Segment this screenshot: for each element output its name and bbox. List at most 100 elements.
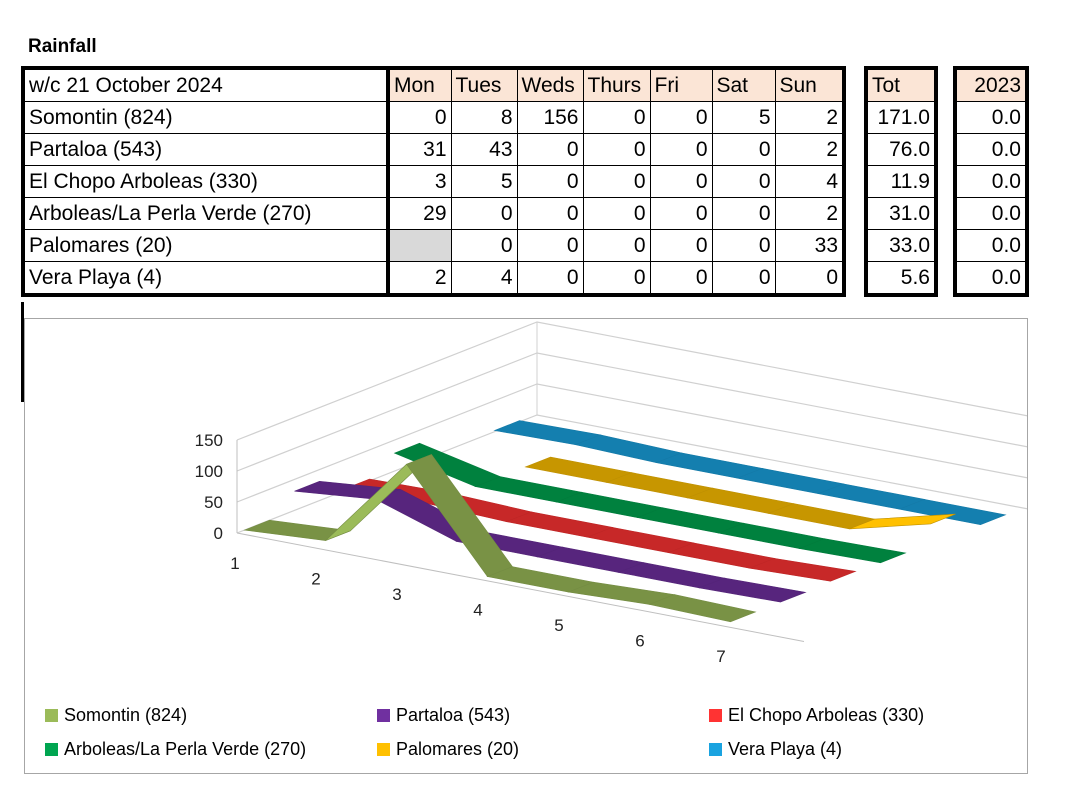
total-value: 31.0: [864, 197, 938, 230]
legend-swatch: [709, 709, 722, 722]
rain-value: 0: [711, 229, 776, 262]
legend-item: Palomares (20): [377, 739, 519, 760]
x-tick-label: 5: [554, 616, 563, 635]
total-table: Tot 171.0 76.0 11.9 31.0 33.0 5.6: [864, 66, 938, 297]
ribbon-segment: [798, 538, 907, 564]
x-tick-label: 6: [635, 632, 644, 651]
total-value: 5.6: [864, 261, 938, 297]
tot-row: 31.0: [864, 197, 938, 230]
y-tick-label: 50: [204, 493, 223, 512]
x-tick-label: 7: [716, 647, 725, 666]
legend-item: El Chopo Arboleas (330): [709, 705, 924, 726]
day-header: Fri: [649, 66, 713, 102]
x-tick-label: 1: [230, 554, 239, 573]
rain-value: 156: [516, 101, 584, 134]
x-axis-line: [236, 532, 805, 642]
rain-value: 0: [582, 133, 651, 166]
rain-value: 0: [387, 101, 452, 134]
day-header: Tues: [450, 66, 518, 102]
total-value: 33.0: [864, 229, 938, 262]
day-header: Weds: [516, 66, 584, 102]
legend-label: El Chopo Arboleas (330): [728, 705, 925, 725]
rain-value: 0: [450, 197, 518, 230]
series-ribbon: [493, 420, 1007, 526]
legend-label: Partaloa (543): [396, 705, 511, 725]
table-row: Arboleas/La Perla Verde (270) 29 0 0 0 0 0 2: [21, 197, 846, 230]
rain-value: 0: [450, 229, 518, 262]
ribbon-segment: [748, 558, 857, 582]
legend-item: Somontin (824): [45, 705, 187, 726]
rain-value: 0: [711, 133, 776, 166]
tot-header: Tot: [864, 66, 938, 102]
rain-value: 33: [774, 229, 846, 262]
rainfall-table: w/c 21 October 2024 Mon Tues Weds Thurs Fri Sa…: [21, 66, 846, 297]
rain-value: 0: [516, 261, 584, 297]
series-ribbon: [393, 442, 907, 564]
legend-swatch: [45, 743, 58, 756]
year-row: 0.0: [953, 101, 1029, 134]
rain-value: 0: [649, 101, 713, 134]
rain-value: 43: [450, 133, 518, 166]
year-row: 0.0: [953, 197, 1029, 230]
year-value: 0.0: [953, 261, 1029, 297]
rain-value: 0: [649, 197, 713, 230]
rain-value: 2: [387, 261, 452, 297]
tot-row: 5.6: [864, 261, 938, 297]
rain-value: 0: [516, 133, 584, 166]
legend-item: Vera Playa (4): [709, 739, 842, 760]
rain-value: 8: [450, 101, 518, 134]
gridline: [236, 321, 1027, 441]
total-value: 171.0: [864, 101, 938, 134]
station-name: Partaloa (543): [21, 133, 390, 166]
rain-value: 0: [582, 165, 651, 198]
legend-label: Palomares (20): [396, 739, 520, 759]
rain-value: 2: [774, 101, 846, 134]
rain-value: 3: [387, 165, 452, 198]
year-value: 0.0: [953, 101, 1029, 134]
legend-swatch: [709, 743, 722, 756]
year-value: 0.0: [953, 133, 1029, 166]
year-row: 0.0: [953, 229, 1029, 262]
year-value: 0.0: [953, 165, 1029, 198]
chart-canvas: 0 50 100 150 1 2 3 4 5 6 7: [195, 321, 1027, 666]
rain-value: 31: [387, 133, 452, 166]
rain-value: 0: [516, 165, 584, 198]
x-tick-label: 4: [473, 601, 482, 620]
rain-value: 0: [582, 197, 651, 230]
ribbon-segment: [698, 577, 807, 603]
rain-value: 0: [649, 229, 713, 262]
x-tick-label: 2: [311, 570, 320, 589]
rain-value: 0: [774, 261, 846, 297]
year-header: 2023: [953, 66, 1029, 102]
legend-label: Arboleas/La Perla Verde (270): [64, 739, 307, 759]
rain-value: 4: [450, 261, 518, 297]
tot-row: 171.0: [864, 101, 938, 134]
previous-year-table: 2023 0.0 0.0 0.0 0.0 0.0 0.0: [953, 66, 1029, 297]
rain-value: 2: [774, 133, 846, 166]
rain-value: 4: [774, 165, 846, 198]
rain-value: 2: [774, 197, 846, 230]
table-row: Vera Playa (4) 2 4 0 0 0 0 0: [21, 261, 846, 297]
year-row: 0.0: [953, 261, 1029, 297]
year-row: 0.0: [953, 133, 1029, 166]
rain-value: 0: [649, 261, 713, 297]
year-value: 0.0: [953, 197, 1029, 230]
rain-value: 0: [649, 133, 713, 166]
y-tick-label: 0: [214, 524, 223, 543]
table-row: El Chopo Arboleas (330) 3 5 0 0 0 0 4: [21, 165, 846, 198]
rain-value: 0: [582, 229, 651, 262]
rain-value: 5: [711, 101, 776, 134]
ribbon-segment: [898, 499, 1007, 526]
station-name: Somontin (824): [21, 101, 390, 134]
legend-label: Somontin (824): [64, 705, 188, 725]
station-name: Palomares (20): [21, 229, 390, 262]
legend-item: Partaloa (543): [377, 705, 510, 726]
series-ribbons: [243, 420, 1007, 623]
rain-value: 0: [582, 101, 651, 134]
tot-row: 33.0: [864, 229, 938, 262]
legend-label: Vera Playa (4): [728, 739, 843, 759]
station-name: Arboleas/La Perla Verde (270): [21, 197, 390, 230]
legend-swatch: [45, 709, 58, 722]
week-label: w/c 21 October 2024: [21, 66, 390, 102]
x-tick-label: 3: [392, 585, 401, 604]
